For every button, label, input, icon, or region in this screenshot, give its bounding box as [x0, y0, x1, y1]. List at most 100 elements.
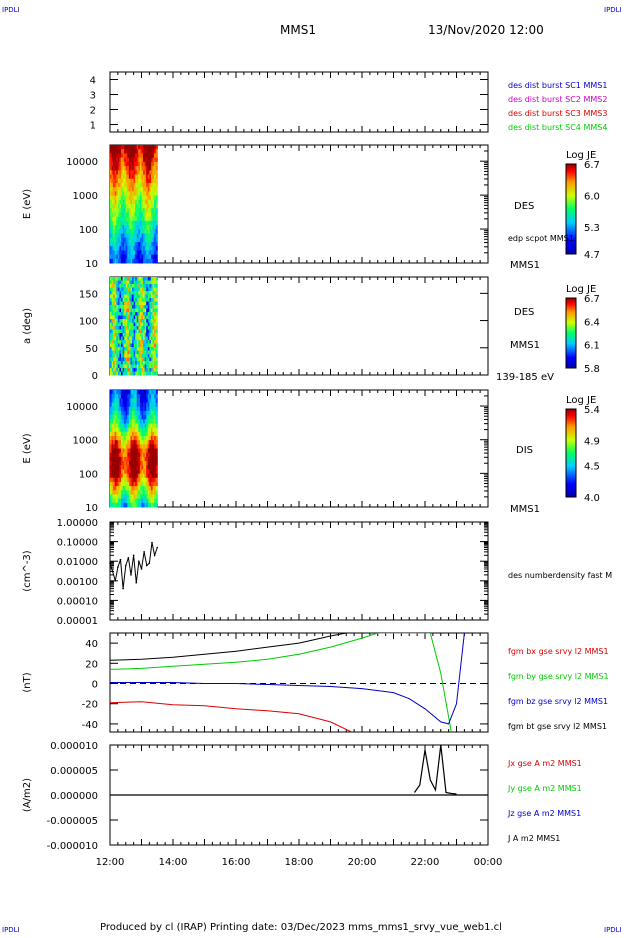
datetime-title: 13/Nov/2020 12:00 [428, 23, 544, 37]
spectrogram-cell [135, 277, 138, 281]
spectrogram-cell [155, 195, 158, 201]
spectrogram-cell [119, 322, 122, 327]
spectrogram-cell [149, 287, 152, 292]
spectrogram-cell [116, 322, 119, 327]
spectrogram-cell [154, 319, 157, 323]
spectrogram-cell [143, 364, 146, 369]
spectrogram-cell [116, 298, 119, 302]
spectrogram-cell [139, 357, 142, 362]
spectrogram-cell [116, 336, 119, 341]
spectrogram-cell [117, 406, 120, 412]
spectrogram-cell [139, 398, 142, 404]
spectrogram-cell [138, 347, 141, 351]
spectrogram-cell [150, 237, 154, 243]
spectrogram-cell [121, 452, 124, 458]
spectrogram-cell [122, 435, 125, 441]
spectrogram-cell [121, 461, 124, 466]
spectrogram-cell [111, 291, 114, 295]
spectrogram-cell [127, 298, 130, 302]
spectrogram-cell [144, 494, 147, 500]
spectrogram-cell [155, 312, 158, 316]
spectrogram-cell [110, 481, 113, 487]
spectrogram-cell [146, 440, 149, 445]
spectrogram-cell [155, 406, 158, 412]
spectrogram-cell [141, 277, 144, 281]
spectrogram-cell [119, 477, 122, 483]
spectrogram-cell [122, 225, 125, 230]
spectrogram-cell [133, 204, 136, 209]
spectrogram-cell [121, 354, 124, 358]
spectrogram-cell [149, 440, 152, 445]
spectrogram-cell [149, 187, 152, 192]
spectrogram-cell [114, 371, 117, 376]
spectrogram-cell [113, 241, 116, 247]
spectrogram-cell [132, 195, 135, 201]
spectrogram-cell [144, 368, 147, 372]
spectrogram-cell [146, 481, 149, 487]
spectrogram-cell [122, 291, 125, 295]
spectrogram-cell [136, 394, 139, 399]
spectrogram-cell [111, 229, 114, 234]
spectrogram-cell [128, 498, 131, 504]
spectrogram-cell [138, 435, 141, 441]
spectrogram-cell [119, 301, 122, 306]
spectrogram-cell [146, 398, 149, 404]
spectrogram-cell [136, 187, 139, 192]
spectrogram-cell [155, 456, 158, 462]
spectrogram-cell [141, 410, 144, 416]
spectrogram-cell [154, 368, 157, 372]
spectrogram-cell [128, 486, 131, 491]
spectrogram-cell [117, 502, 120, 508]
spectrogram-cell [116, 191, 119, 197]
spectrogram-cell [154, 371, 157, 376]
spectrogram-cell [146, 287, 149, 292]
spectrogram-cell [146, 178, 149, 184]
spectrogram-cell [111, 461, 114, 466]
spectrogram-cell [133, 354, 136, 358]
spectrogram-cell [147, 456, 150, 462]
spectrogram-cell [133, 333, 136, 337]
spectrogram-cell [132, 322, 135, 327]
spectrogram-cell [154, 502, 157, 508]
spacecraft-title: MMS1 [280, 23, 316, 37]
spectrogram-cell [152, 340, 155, 344]
spectrogram-cell [124, 394, 127, 399]
spectrogram-cell [150, 308, 154, 313]
spectrogram-cell [155, 220, 158, 226]
spectrogram-cell [132, 415, 135, 420]
spectrogram-cell [136, 312, 139, 316]
spectrogram-cell [110, 329, 113, 334]
spectrogram-cell [110, 440, 113, 445]
spectrogram-cell [152, 233, 155, 239]
spectrogram-cell [114, 473, 117, 479]
spectrogram-cell [122, 298, 125, 302]
spectrogram-cell [152, 347, 155, 351]
spectrogram-cell [116, 444, 119, 449]
spectrogram-cell [119, 435, 122, 441]
spectrogram-cell [132, 225, 135, 230]
spectrogram-cell [125, 461, 128, 466]
spectrogram-cell [139, 216, 142, 222]
spectrogram-cell [124, 354, 127, 358]
spectrogram-cell [121, 419, 124, 424]
spectrogram-cell [130, 225, 133, 230]
spectrogram-cell [146, 187, 149, 192]
spectrogram-cell [152, 208, 155, 213]
spectrogram-cell [132, 390, 135, 395]
spectrogram-cell [121, 431, 124, 437]
spectrogram-cell [124, 301, 127, 306]
spectrogram-cell [150, 220, 154, 226]
spectrogram-cell [127, 406, 130, 412]
spectrogram-cell [152, 315, 155, 320]
spectrogram-cell [141, 427, 144, 433]
colorbar-tick-label: 4.5 [584, 462, 600, 473]
spectrogram-cell [155, 444, 158, 449]
spectrogram-cell [121, 481, 124, 487]
spectrogram-cell [133, 237, 136, 243]
spectrogram-cell [113, 347, 116, 351]
spectrogram-cell [150, 502, 154, 508]
spectrogram-cell [128, 465, 131, 470]
spectrogram-cell [127, 448, 130, 454]
spectrogram-cell [152, 406, 155, 412]
spectrogram-cell [136, 153, 139, 159]
